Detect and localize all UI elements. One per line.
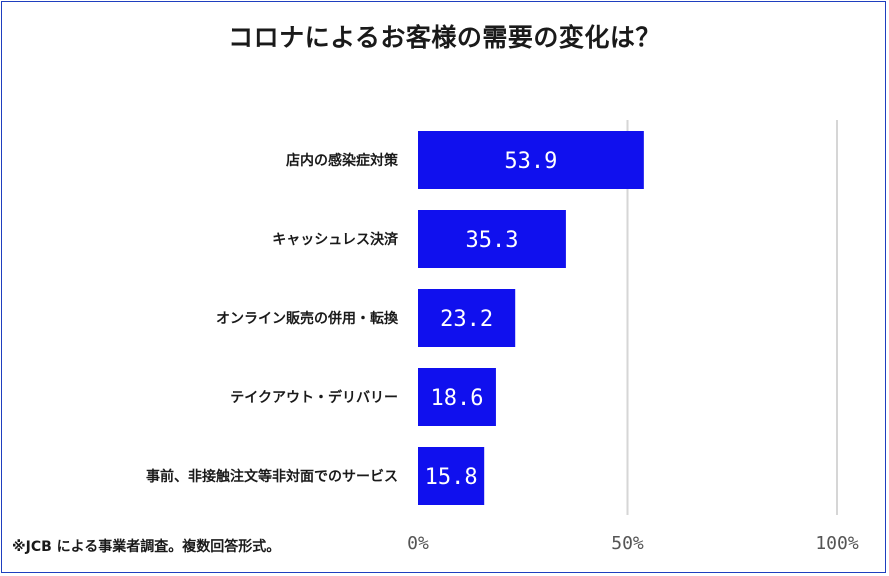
bar <box>418 368 496 426</box>
category-label: 店内の感染症対策 <box>286 152 399 169</box>
bar <box>418 447 485 505</box>
x-tick-label: 100% <box>815 533 859 554</box>
value-labels: 53.9 35.3 23.2 18.6 15.8 <box>425 149 558 490</box>
category-label: 事前、非接触注文等非対面でのサービス <box>146 468 398 485</box>
bar-value-label: 18.6 <box>430 386 483 411</box>
bar-value-label: 15.8 <box>425 465 478 490</box>
x-tick-label: 50% <box>611 533 644 554</box>
x-tick-labels: 0% 50% 100% <box>407 533 859 554</box>
category-label: テイクアウト・デリバリー <box>230 389 398 406</box>
bar-value-label: 23.2 <box>440 307 493 332</box>
grid-lines <box>626 120 838 515</box>
category-label: キャッシュレス決済 <box>272 231 399 248</box>
bar <box>418 210 566 268</box>
footnote: ※JCB による事業者調査。複数回答形式。 <box>12 539 281 555</box>
bar <box>418 131 644 189</box>
bars <box>418 131 644 505</box>
bar-value-label: 35.3 <box>465 228 518 253</box>
chart-title: コロナによるお客様の需要の変化は？ <box>228 23 661 52</box>
x-tick-label: 0% <box>407 533 429 554</box>
category-label: オンライン販売の併用・転換 <box>216 310 399 327</box>
bar <box>418 289 516 347</box>
bar-value-label: 53.9 <box>504 149 557 174</box>
category-labels: 店内の感染症対策キャッシュレス決済オンライン販売の併用・転換テイクアウト・デリバ… <box>146 152 399 485</box>
